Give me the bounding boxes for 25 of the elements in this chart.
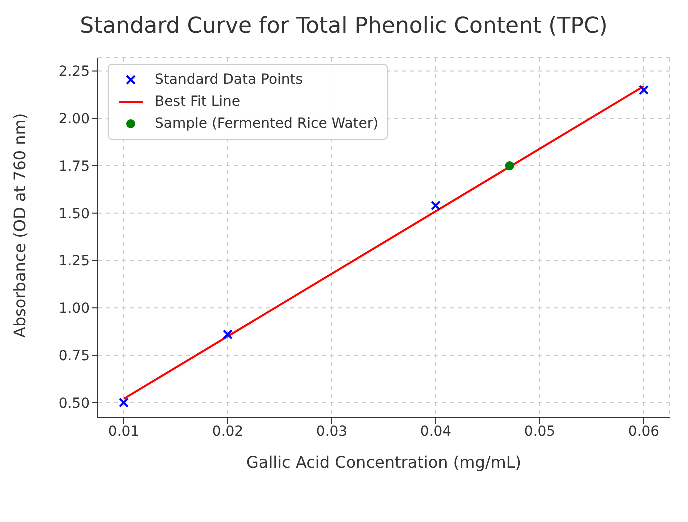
y-tick-label: 0.75 — [58, 348, 90, 364]
point — [639, 85, 649, 96]
x-tick-label: 0.05 — [524, 424, 556, 440]
x-tick-label: 0.01 — [108, 424, 140, 440]
y-tick-label: 1.75 — [58, 158, 90, 175]
chart-title: Standard Curve for Total Phenolic Content (TPC) — [79, 13, 609, 41]
x-axis-title: Gallic Acid Concentration (mg/mL) — [246, 453, 522, 472]
y-tick-label: 2.25 — [58, 64, 90, 80]
x-tick-label: 0.03 — [316, 424, 348, 440]
legend-label: Standard Data Points — [155, 72, 304, 88]
y-tick-label: 1.25 — [58, 254, 90, 270]
x-tick-label: 0.04 — [420, 424, 452, 440]
legend-label: Best Fit Line — [155, 94, 240, 110]
point — [431, 200, 441, 211]
point — [505, 162, 514, 170]
point — [223, 330, 233, 340]
legend-label: Sample (Fermented Rice Water) — [155, 116, 379, 132]
point — [119, 398, 129, 408]
y-tick-label: 1.50 — [58, 206, 90, 222]
y-tick-label: 2.00 — [58, 112, 90, 128]
y-tick-label: 1.00 — [58, 301, 90, 318]
x-tick-label: 0.06 — [628, 424, 660, 440]
x-tick-label: 0.02 — [212, 424, 244, 440]
y-axis-title: Absorbance (OD at 760 nm) — [10, 113, 30, 338]
y-tick-label: 0.50 — [58, 396, 90, 412]
